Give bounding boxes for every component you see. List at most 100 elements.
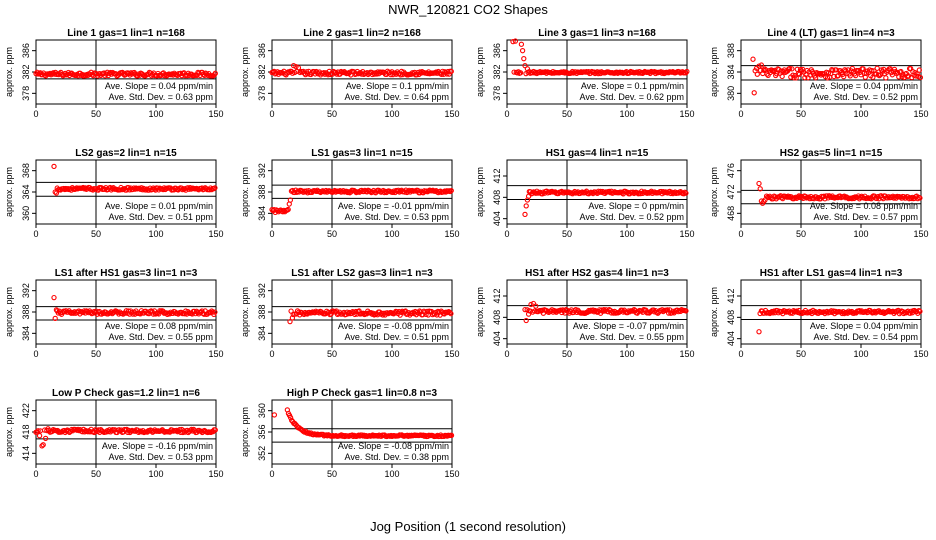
x-tick-label: 150 <box>913 109 928 119</box>
std-dev-annotation: Ave. Std. Dev. = 0.55 ppm <box>109 332 213 342</box>
data-point <box>841 73 847 80</box>
x-tick-label: 50 <box>327 229 337 239</box>
data-point <box>116 427 122 433</box>
data-points <box>522 300 689 324</box>
x-tick-label: 150 <box>679 229 694 239</box>
data-point <box>161 72 168 79</box>
x-tick-label: 150 <box>208 109 223 119</box>
slope-annotation: Ave. Slope = 0.04 ppm/min <box>105 81 213 91</box>
data-point <box>774 71 780 77</box>
y-tick-label: 404 <box>726 331 736 346</box>
x-tick-label: 0 <box>504 109 509 119</box>
data-point <box>785 193 791 199</box>
data-point <box>512 38 519 44</box>
y-tick-label: 404 <box>492 331 502 346</box>
slope-annotation: Ave. Slope = -0.08 ppm/min <box>338 441 449 451</box>
x-tick-label: 100 <box>853 349 868 359</box>
x-tick-label: 50 <box>562 349 572 359</box>
x-tick-label: 50 <box>796 349 806 359</box>
data-points <box>287 308 454 325</box>
data-point <box>683 190 689 196</box>
y-axis-label: approx. ppm <box>240 287 250 337</box>
chart-panel: HS1 gas=4 lin=1 n=15 0 50 100 150 404 408 412 ap… <box>475 148 695 239</box>
x-tick-label: 0 <box>269 229 274 239</box>
x-tick-label: 100 <box>148 229 163 239</box>
slope-annotation: Ave. Slope = -0.07 ppm/min <box>573 321 684 331</box>
data-point <box>522 211 528 218</box>
data-point <box>521 56 527 62</box>
x-tick-label: 0 <box>738 349 743 359</box>
data-points <box>522 188 689 218</box>
x-tick-label: 50 <box>327 469 337 479</box>
y-axis-label: approx. ppm <box>475 167 485 217</box>
chart-panel: High P Check gas=1 lin=0.8 n=3 0 50 100 150 3… <box>240 388 460 479</box>
y-tick-label: 378 <box>257 86 267 101</box>
data-point <box>533 303 539 309</box>
y-axis-label: approx. ppm <box>475 287 485 337</box>
data-point <box>908 195 914 202</box>
data-point <box>295 309 302 315</box>
data-point <box>756 180 762 187</box>
y-tick-label: 468 <box>726 206 736 221</box>
data-point <box>684 68 690 75</box>
y-tick-label: 378 <box>21 86 31 101</box>
y-tick-label: 368 <box>21 163 31 178</box>
chart-panel: LS2 gas=2 lin=1 n=15 0 50 100 150 360 364 368 ap… <box>4 148 224 239</box>
y-axis-label: approx. ppm <box>4 407 14 457</box>
std-dev-annotation: Ave. Std. Dev. = 0.55 ppm <box>580 332 684 342</box>
data-point <box>917 308 923 314</box>
y-tick-label: 360 <box>257 403 267 418</box>
y-tick-label: 382 <box>492 64 502 79</box>
data-point <box>95 427 102 433</box>
data-points <box>271 407 455 440</box>
chart-panel: LS1 after HS1 gas=3 lin=1 n=3 0 50 100 150 38… <box>4 268 224 359</box>
y-tick-label: 408 <box>492 190 502 205</box>
y-axis-label: approx. ppm <box>709 287 719 337</box>
data-point <box>665 310 672 316</box>
chart-panel: Line 1 gas=1 lin=1 n=168 0 50 100 150 378 382 3… <box>4 28 224 119</box>
y-axis-label: approx. ppm <box>240 47 250 97</box>
data-points <box>51 163 218 196</box>
x-tick-label: 50 <box>562 229 572 239</box>
data-point <box>360 310 367 316</box>
data-point <box>447 188 453 195</box>
data-point <box>751 90 757 96</box>
data-point <box>423 311 429 318</box>
std-dev-annotation: Ave. Std. Dev. = 0.52 ppm <box>580 212 684 222</box>
data-point <box>896 74 902 80</box>
x-tick-label: 100 <box>853 229 868 239</box>
x-tick-label: 150 <box>913 229 928 239</box>
data-point <box>519 48 526 54</box>
data-point <box>212 185 218 191</box>
panel-title: HS1 after LS1 gas=4 lin=1 n=3 <box>760 268 903 279</box>
x-tick-label: 0 <box>33 349 38 359</box>
x-tick-label: 0 <box>504 349 509 359</box>
std-dev-annotation: Ave. Std. Dev. = 0.57 ppm <box>814 212 918 222</box>
y-axis-label: approx. ppm <box>709 167 719 217</box>
data-point <box>448 187 454 194</box>
panel-title: Line 2 gas=1 lin=2 n=168 <box>303 28 421 39</box>
data-point <box>271 207 277 213</box>
data-point <box>789 66 795 72</box>
slope-annotation: Ave. Slope = 0.01 ppm/min <box>105 201 213 211</box>
data-point <box>762 66 768 72</box>
data-point <box>397 312 403 318</box>
data-point <box>802 75 808 81</box>
x-tick-label: 150 <box>208 349 223 359</box>
data-point <box>345 311 351 317</box>
data-point <box>108 427 115 434</box>
x-tick-label: 0 <box>269 469 274 479</box>
data-point <box>308 310 315 316</box>
data-point <box>830 67 836 74</box>
data-point <box>917 74 924 81</box>
panel-title: HS1 gas=4 lin=1 n=15 <box>546 148 649 159</box>
data-point <box>917 195 923 201</box>
data-points <box>269 187 454 216</box>
x-tick-label: 50 <box>796 229 806 239</box>
data-point <box>756 329 762 335</box>
panel-title: LS2 gas=2 lin=1 n=15 <box>75 148 177 159</box>
data-point <box>448 68 454 75</box>
data-point <box>849 65 856 72</box>
slope-annotation: Ave. Slope = 0.04 ppm/min <box>810 81 918 91</box>
std-dev-annotation: Ave. Std. Dev. = 0.64 ppm <box>345 92 449 102</box>
